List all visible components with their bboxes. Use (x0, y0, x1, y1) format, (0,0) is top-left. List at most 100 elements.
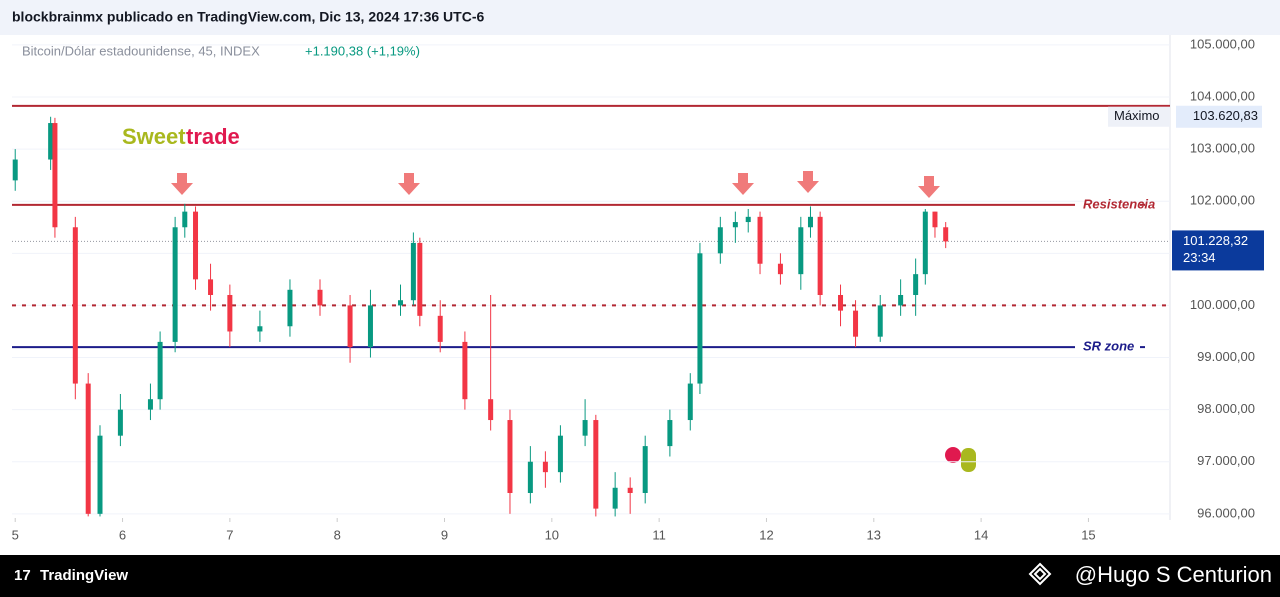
candle-body (732, 222, 738, 228)
symbol-title: Bitcoin/Dólar estadounidense, 45, INDEX (22, 43, 260, 58)
arrow (732, 173, 754, 195)
candle-body (398, 300, 404, 306)
candle-body (52, 123, 58, 228)
sticker (945, 447, 976, 472)
y-tick-label: 97.000,00 (1197, 453, 1255, 468)
candle-body (12, 159, 18, 181)
x-tick-label: 10 (545, 527, 559, 542)
candle-body (367, 305, 373, 348)
candle-body (838, 294, 844, 311)
candle-body (72, 227, 78, 384)
candle-body (877, 305, 883, 337)
candle-body (417, 242, 423, 316)
candle-body (147, 399, 153, 410)
x-tick-label: 6 (119, 527, 126, 542)
candle-body (922, 211, 928, 275)
arrows (171, 171, 940, 198)
candle-body (943, 227, 949, 242)
x-tick-label: 8 (334, 527, 341, 542)
candle-body (687, 383, 693, 421)
candle-body (157, 341, 163, 400)
max-value: 103.620,83 (1193, 108, 1258, 123)
line-label: SR zone (1083, 339, 1134, 354)
logo-part2: trade (186, 124, 240, 149)
candle-body (193, 211, 199, 280)
candle-body (757, 216, 763, 264)
candle-body (612, 487, 618, 509)
author-icon (1028, 562, 1052, 586)
y-tick-label: 103.000,00 (1190, 141, 1255, 156)
candle-body (287, 289, 293, 327)
candle-body (745, 216, 751, 223)
x-tick-label: 5 (12, 527, 19, 542)
candle-body (593, 420, 599, 509)
y-tick-label: 98.000,00 (1197, 401, 1255, 416)
candle-body (667, 420, 673, 447)
x-tick-label: 14 (974, 527, 988, 542)
sticker-part (945, 447, 961, 463)
candle-body (257, 326, 263, 332)
arrow (171, 173, 193, 195)
x-tick-label: 12 (759, 527, 773, 542)
y-tick-label: 100.000,00 (1190, 297, 1255, 312)
candle-body (557, 435, 563, 473)
x-tick-label: 13 (867, 527, 881, 542)
candle-body (853, 310, 859, 337)
candle-body (97, 435, 103, 514)
candle-body (488, 399, 494, 421)
candle-body (798, 227, 804, 275)
candle-body (317, 289, 323, 306)
footer-bar (0, 555, 1280, 597)
countdown: 23:34 (1183, 250, 1216, 265)
candle-body (697, 253, 703, 384)
candle-body (898, 294, 904, 306)
arrow (918, 176, 940, 198)
max-label: Máximo (1114, 108, 1160, 123)
candle-body (182, 211, 188, 228)
y-tick-label: 96.000,00 (1197, 505, 1255, 520)
x-tick-label: 11 (652, 527, 666, 542)
x-tick-label: 9 (441, 527, 448, 542)
arrow (398, 173, 420, 195)
footer-author: @Hugo S Centurion (1075, 562, 1272, 587)
y-tick-label: 99.000,00 (1197, 349, 1255, 364)
candle-body (817, 216, 823, 295)
candle-body (807, 216, 813, 228)
candle-body (777, 263, 783, 275)
last-price-label: 101.228,32 (1183, 233, 1248, 248)
candle-body (48, 123, 54, 160)
candle-body (85, 383, 91, 514)
logo-part1: Sweet (122, 124, 186, 149)
candle-body (627, 487, 633, 493)
candle-body (642, 446, 648, 493)
candle-body (437, 315, 443, 342)
header-bar (0, 0, 1280, 35)
candle-body (410, 242, 416, 301)
y-tick-label: 102.000,00 (1190, 193, 1255, 208)
x-tick-label: 7 (226, 527, 233, 542)
header-text: blockbrainmx publicado en TradingView.co… (12, 9, 484, 25)
candle-body (717, 227, 723, 254)
plot: 96.000,00 97.000,00 98.000,00 99.000,00 100.… (12, 36, 1264, 542)
sticker-part (961, 448, 976, 472)
max-label-bg (1108, 106, 1170, 127)
footer-brand: TradingView (40, 567, 128, 584)
candle-body (227, 294, 233, 332)
candle-body (172, 227, 178, 342)
candle-body (507, 420, 513, 493)
x-tick-label: 15 (1081, 527, 1095, 542)
candle-body (527, 461, 533, 493)
arrow (797, 171, 819, 193)
candle-body (347, 305, 353, 348)
candle-body (913, 274, 919, 295)
change-text: +1.190,38 (+1,19%) (305, 43, 420, 58)
candle-body (208, 279, 214, 295)
line-label: Resistencia (1083, 196, 1155, 211)
candle-body (582, 420, 588, 436)
candle-body (932, 211, 938, 228)
candle-body (462, 341, 468, 400)
candle-body (117, 409, 123, 436)
y-tick-label: 105.000,00 (1190, 36, 1255, 51)
candle-body (542, 461, 548, 473)
